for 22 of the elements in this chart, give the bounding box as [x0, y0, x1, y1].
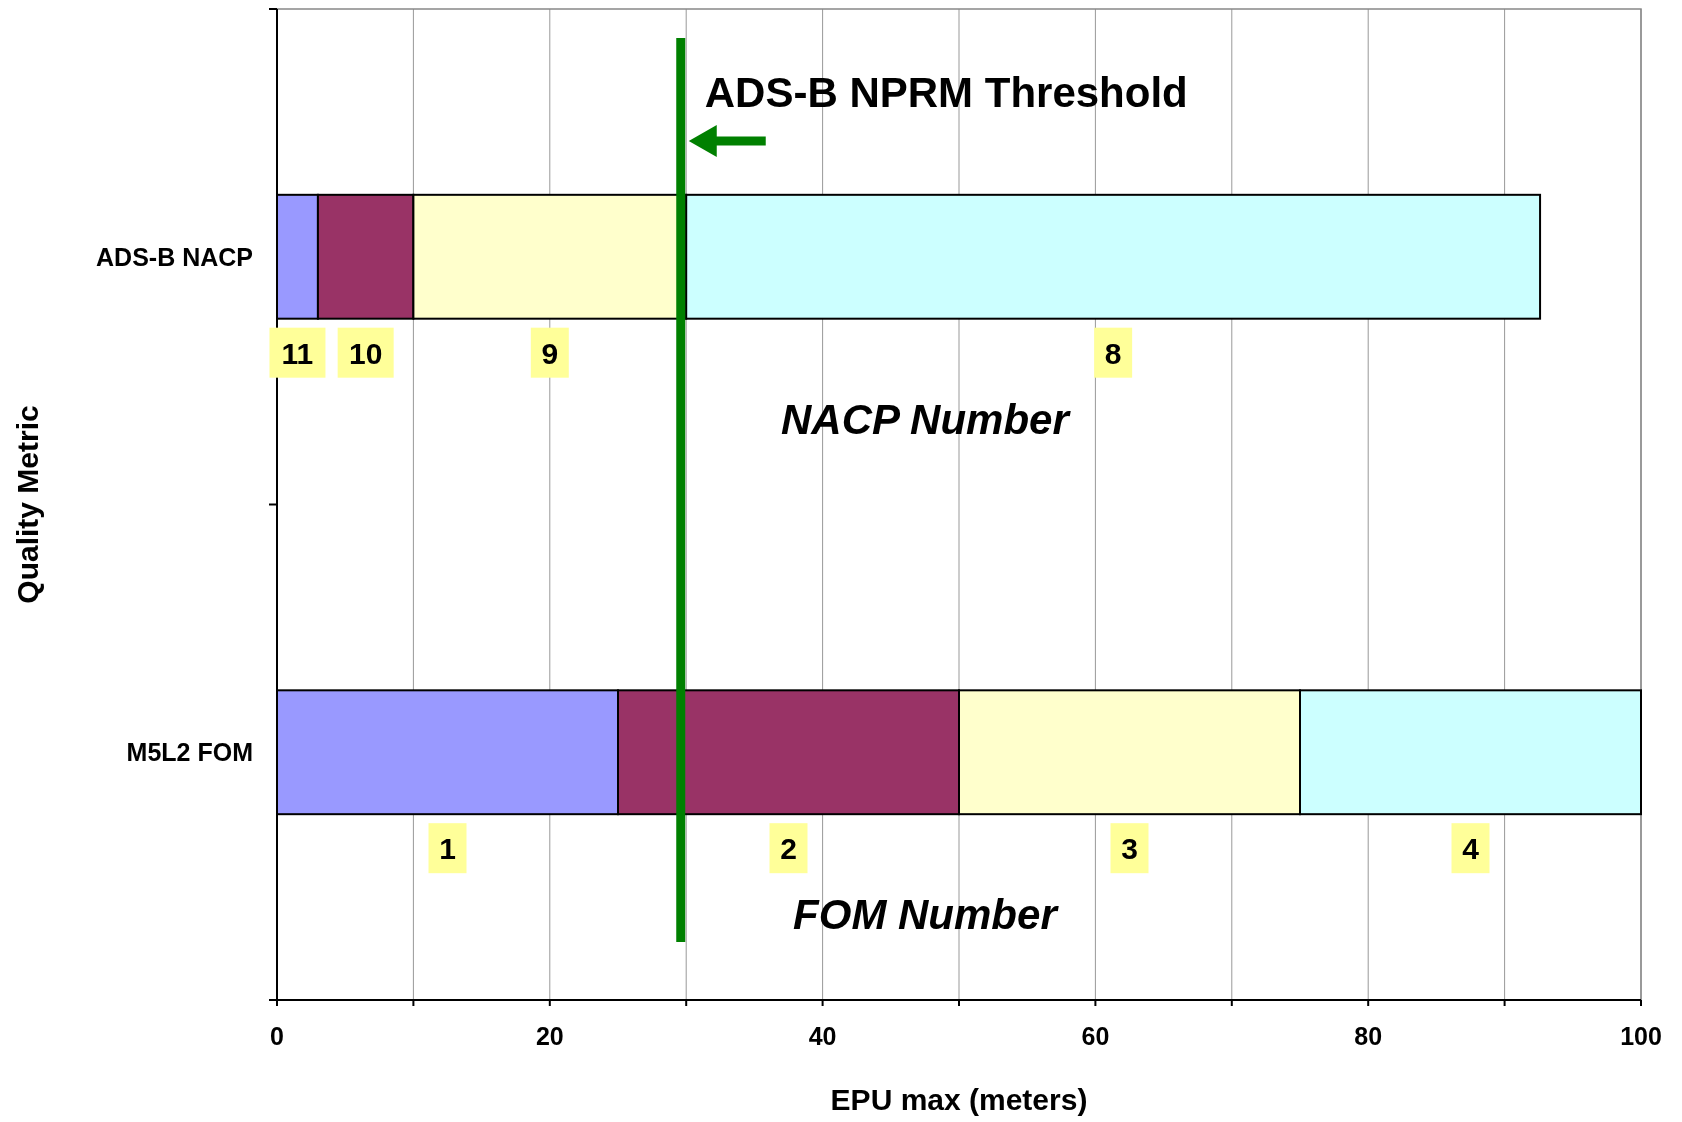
ref-line-label: ADS-B NPRM Threshold	[704, 69, 1188, 116]
x-tick-label: 40	[808, 1022, 837, 1050]
annotation: 3	[1121, 832, 1138, 866]
y-axis-title: Quality Metric	[11, 405, 44, 604]
annotation: 9	[541, 336, 559, 370]
bar	[685, 193, 1542, 320]
x-tick-label: 100	[1620, 1022, 1662, 1050]
annotation: 1	[439, 832, 456, 866]
x-tick-label: 0	[270, 1022, 284, 1050]
annotation: 2	[780, 832, 797, 866]
annotation: 11	[281, 336, 314, 370]
y-tick-label: ADS-B NACP	[96, 242, 253, 271]
x-tick-label: 80	[1354, 1022, 1383, 1050]
x-tick-label: 60	[1081, 1022, 1110, 1050]
annotation: FOM Number	[793, 891, 1060, 939]
x-axis-title: EPU max (meters)	[830, 1083, 1088, 1116]
x-tick-label: 20	[535, 1022, 564, 1050]
annotation: 10	[348, 336, 383, 370]
annotation: 8	[1104, 336, 1122, 370]
annotation: 4	[1462, 832, 1480, 866]
annotation: NACP Number	[780, 395, 1072, 443]
y-tick-label: M5L2 FOM	[126, 738, 253, 767]
